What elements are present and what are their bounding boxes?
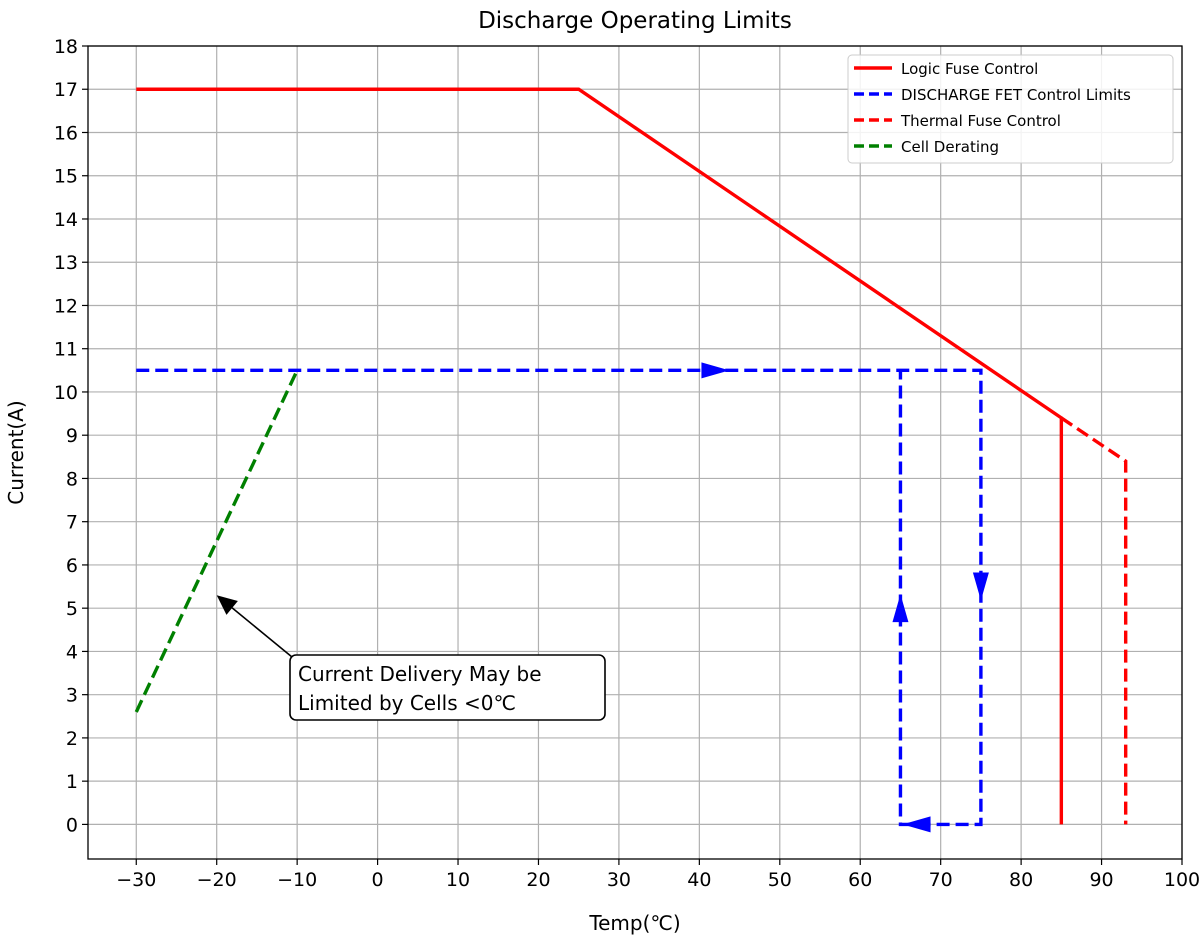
direction-arrow-left [902,816,931,833]
x-tick-label: −10 [277,869,317,891]
y-tick-label: 11 [54,339,78,361]
y-tick-label: 1 [66,771,78,793]
grid [88,45,1183,859]
y-tick-label: 7 [66,512,78,534]
y-tick-label: 18 [54,36,78,58]
y-tick-label: 4 [66,641,78,663]
legend: Logic Fuse Control DISCHARGE FET Control … [847,54,1174,164]
x-tick-label: 40 [687,869,711,891]
y-tick-label: 2 [66,728,78,750]
x-tick-label: 60 [848,869,872,891]
y-tick-label: 6 [66,555,78,577]
x-tick-label: 10 [446,869,470,891]
annotation: Current Delivery May be Limited by Cells … [216,595,606,721]
logic-fuse-control-line [136,87,1064,825]
direction-arrow-down [972,572,989,601]
chart-title: Discharge Operating Limits [478,8,792,34]
direction-arrows [701,362,989,833]
legend-entry-label: Thermal Fuse Control [900,112,1061,130]
annotation-text-line: Limited by Cells <0℃ [298,691,516,715]
legend-entry-label: DISCHARGE FET Control Limits [901,86,1131,104]
x-tick-label: 30 [607,869,631,891]
x-tick-label: −20 [197,869,237,891]
legend-entry-label: Cell Derating [901,138,999,156]
x-tick-label: 70 [929,869,953,891]
direction-arrow-up [892,594,909,623]
direction-arrow-right [701,362,730,379]
x-tick-label: 20 [526,869,550,891]
annotation-arrow-head [216,595,238,615]
x-tick-label: 90 [1089,869,1113,891]
x-tick-label: 100 [1164,869,1200,891]
series-group [134,87,1128,827]
y-tick-label: 13 [54,252,78,274]
annotation-box [289,654,606,721]
x-tick-label: 0 [372,869,384,891]
y-tick-label: 5 [66,598,78,620]
y-tick-label: 9 [66,425,78,447]
legend-frame [847,54,1174,164]
y-tick-label: 10 [54,382,78,404]
y-tick-label: 17 [54,79,78,101]
y-axis-label: Current(A) [4,400,28,504]
y-tick-label: 12 [54,295,78,317]
axis-ticks: −30 −20 −10 0 10 20 30 40 50 60 70 80 90 100012345678… [54,36,1200,891]
cell-derating-line [134,369,299,713]
y-tick-label: 0 [66,814,78,836]
annotation-arrow-line [231,607,293,658]
legend-entry-label: Logic Fuse Control [901,60,1038,78]
x-tick-label: 80 [1009,869,1033,891]
y-tick-label: 8 [66,468,78,490]
x-tick-label: −30 [116,869,156,891]
y-tick-label: 16 [54,122,78,144]
y-tick-label: 15 [54,166,78,188]
thermal-fuse-control-line [1060,416,1128,825]
x-axis-label: Temp(℃) [588,911,680,935]
plot-area-frame [87,45,1183,860]
x-tick-label: 50 [768,869,792,891]
discharge-fet-control-limits-line [136,368,983,827]
y-tick-label: 14 [54,209,78,231]
y-tick-label: 3 [66,685,78,707]
annotation-text-line: Current Delivery May be [298,662,542,686]
